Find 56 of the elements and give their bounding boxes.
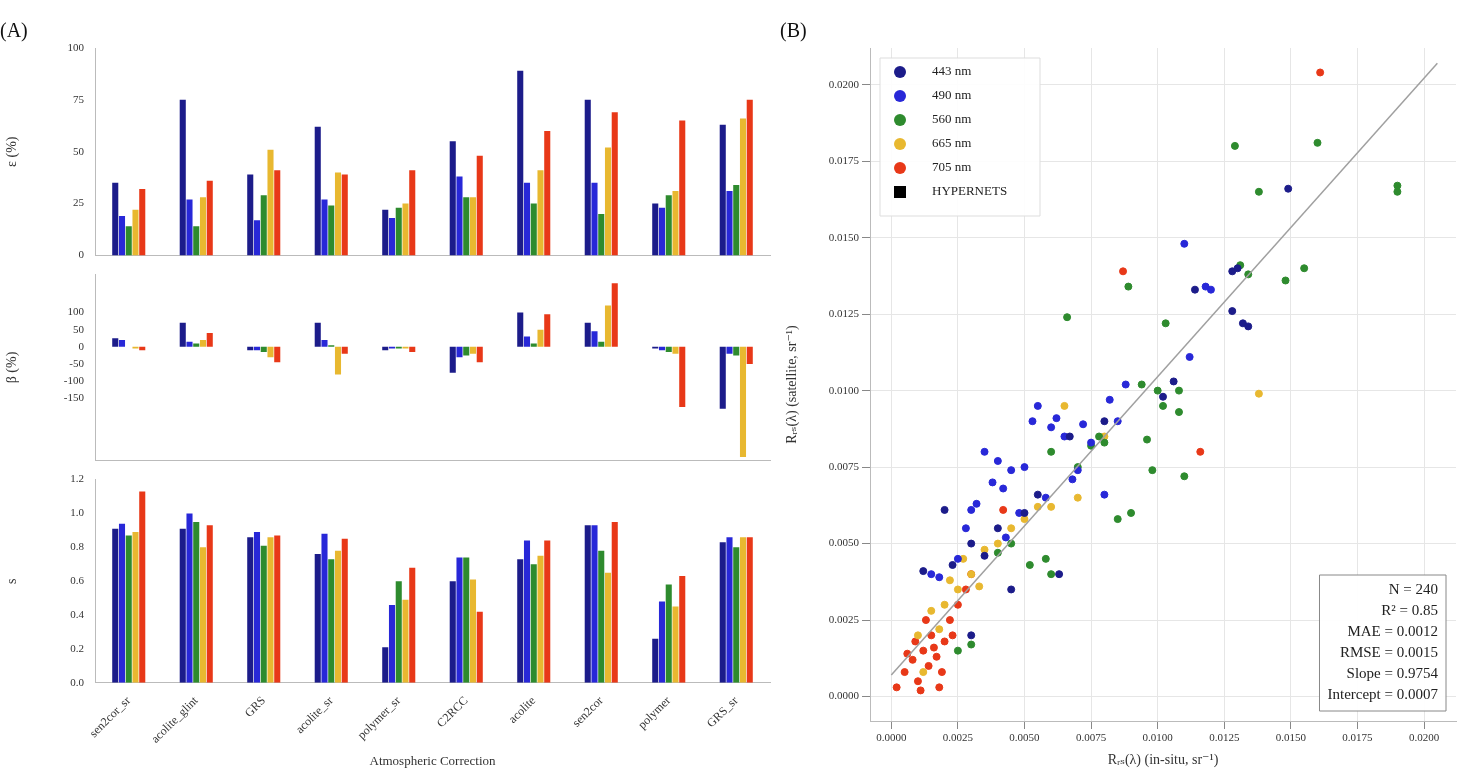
- x-tick-label: 0.0125: [1209, 731, 1240, 744]
- y-tick-label: 0.0025: [828, 612, 860, 625]
- legend-label: 560 nm: [932, 111, 972, 127]
- y-tick-label: 50: [73, 144, 85, 157]
- annotation: Slope = 0.9754: [1346, 665, 1439, 682]
- y-tick-label: 75: [73, 92, 85, 105]
- y-tick-label: -100: [63, 374, 85, 387]
- y-tick-label: 0: [78, 339, 85, 352]
- y-tick-label: 25: [73, 196, 85, 209]
- y-tick-label: 0.0200: [828, 77, 860, 90]
- y-tick-label: -150: [63, 391, 85, 404]
- x-axis-title: Rᵣₛ(λ) (in-situ, sr⁻¹): [1107, 752, 1219, 769]
- legend-label: 490 nm: [932, 87, 972, 103]
- y-tick-label: 0.2: [70, 641, 84, 654]
- annotation: N = 240: [1388, 581, 1438, 598]
- y-tick-label: -50: [69, 356, 85, 369]
- x-axis-title: Atmospheric Correction: [369, 752, 496, 768]
- y-tick-label: 0.0175: [828, 154, 860, 167]
- annotation: R² = 0.85: [1381, 602, 1438, 619]
- annotation: MAE = 0.0012: [1347, 623, 1438, 640]
- y-axis-title: β (%): [4, 351, 21, 384]
- y-tick-label: 1.0: [70, 506, 85, 519]
- chart-title: (B): [780, 19, 807, 43]
- x-tick-label: 0.0075: [1075, 731, 1107, 744]
- x-tick-label: 0.0025: [942, 731, 974, 744]
- y-tick-label: 0.8: [70, 540, 85, 553]
- x-tick-label: 0.0175: [1342, 731, 1374, 744]
- y-tick-label: 0.0050: [828, 536, 860, 549]
- y-tick-label: 0.0150: [828, 230, 860, 243]
- y-tick-label: 0.6: [70, 574, 85, 587]
- y-tick-label: 0.0075: [828, 459, 860, 472]
- x-tick-label: 0.0150: [1275, 731, 1307, 744]
- legend-label: 705 nm: [932, 159, 972, 175]
- y-tick-label: 100: [67, 40, 85, 53]
- y-tick-label: 0: [78, 248, 85, 261]
- y-tick-label: 0.4: [70, 607, 85, 620]
- annotation: HYPERNETS: [932, 183, 1008, 199]
- y-tick-label: 0.0125: [828, 307, 860, 320]
- y-axis-title: s: [4, 578, 20, 584]
- y-tick-label: 0.0: [70, 675, 85, 688]
- x-tick-label: 0.0050: [1009, 731, 1041, 744]
- annotation: Intercept = 0.0007: [1327, 686, 1439, 703]
- x-tick-label: GRS: [241, 693, 269, 720]
- y-tick-label: 1.2: [70, 472, 84, 485]
- x-tick-label: 0.0200: [1408, 731, 1440, 744]
- y-tick-label: 100: [67, 305, 85, 318]
- y-tick-label: 50: [73, 322, 85, 335]
- chart-title: (A): [0, 19, 28, 43]
- x-tick-label: 0.0000: [876, 731, 907, 744]
- y-axis-title: Rᵣₛ(λ) (satellite, sr⁻¹): [784, 324, 801, 444]
- y-tick-label: 0.0100: [828, 383, 860, 396]
- legend-label: 665 nm: [932, 135, 972, 151]
- legend-label: 443 nm: [932, 63, 972, 79]
- y-axis-title: ε (%): [4, 136, 21, 167]
- annotation: RMSE = 0.0015: [1339, 644, 1438, 661]
- x-tick-label: 0.0100: [1142, 731, 1174, 744]
